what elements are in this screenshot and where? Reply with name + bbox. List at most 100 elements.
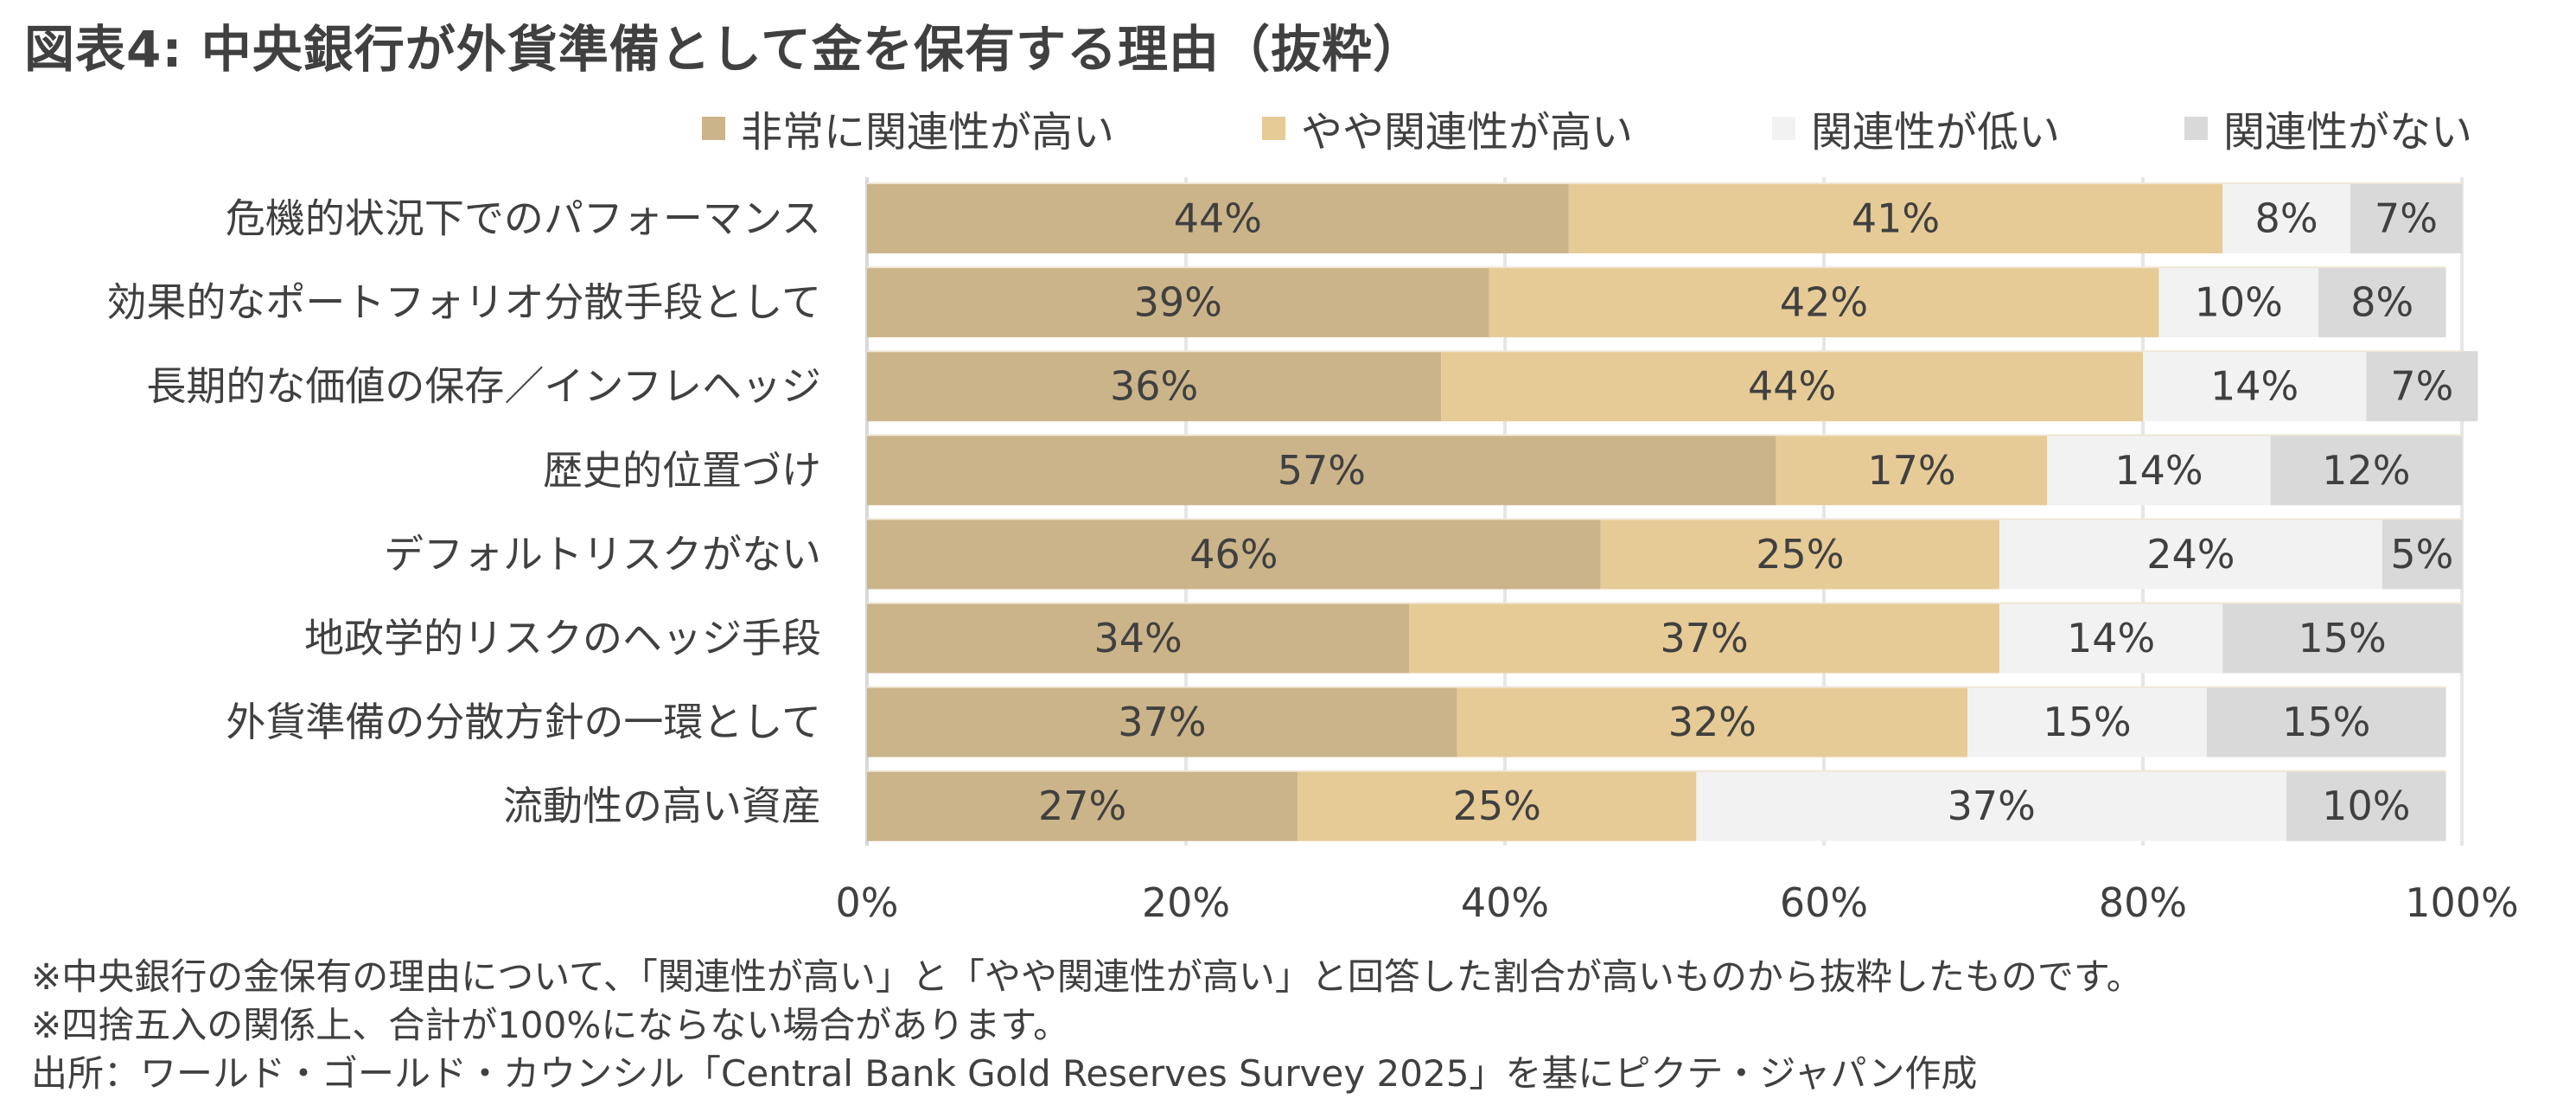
value-label: 57% [1278, 447, 1366, 494]
bars: 44% 41% 8% 7% 39% 42% 10% 8% 36% 44% 14% 7% 57% 17% 14… [867, 182, 2478, 841]
bar-segment [867, 183, 1569, 253]
bar-segment [1999, 603, 2223, 674]
value-label: 44% [1748, 363, 1836, 410]
bar-segment [1999, 519, 2382, 590]
bar-segment [1441, 351, 2143, 422]
value-label: 8% [2350, 279, 2413, 326]
x-tick-label: 60% [1780, 879, 1868, 926]
bar-segment [1967, 687, 2207, 757]
x-tick-label: 40% [1461, 879, 1549, 926]
value-label: 39% [1134, 279, 1222, 326]
value-label: 24% [2146, 531, 2235, 578]
bar-segment [1568, 183, 2223, 253]
footnote-source: 出所：ワールド・ゴールド・カウンシル「Central Bank Gold Res… [31, 1052, 1978, 1095]
value-label: 12% [2322, 447, 2410, 494]
bar-segment [2318, 267, 2446, 338]
category-label: 地政学的リスクのヘッジ手段 [304, 615, 821, 661]
value-label: 14% [2114, 447, 2203, 494]
value-label: 32% [1668, 699, 1757, 745]
value-label: 17% [1867, 447, 1955, 494]
category-label: 長期的な価値の保存／インフレヘッジ [146, 363, 821, 410]
value-label: 37% [1118, 699, 1206, 745]
bar-segment [2350, 183, 2462, 253]
bar-segment [867, 687, 1457, 757]
bar-segment [1298, 770, 1697, 841]
legend-swatch-low [1772, 116, 1795, 140]
chart-title: 図表4: 中央銀行が外貨準備として金を保有する理由（抜粋） [24, 20, 1425, 79]
category-labels: 危機的状況下でのパフォーマンス効果的なポートフォリオ分散手段として長期的な価値の… [106, 195, 821, 830]
bar-segment [2286, 770, 2446, 841]
bar-segment [867, 435, 1776, 506]
value-label: 37% [1661, 615, 1749, 661]
legend-item-none: 関連性がない [2184, 102, 2472, 157]
bar-segment [2270, 435, 2462, 506]
legend-label: やや関連性が高い [1301, 108, 1634, 157]
footnote-selection: ※中央銀行の金保有の理由について、「関連性が高い」と「やや関連性が高い」と回答し… [31, 955, 2143, 998]
x-tick-label: 80% [2099, 879, 2187, 926]
value-label: 15% [2043, 699, 2131, 745]
value-label: 41% [1852, 195, 1940, 242]
bar-segment [867, 267, 1489, 338]
bar-segment [1600, 519, 1999, 590]
footnotes: ※中央銀行の金保有の理由について、「関連性が高い」と「やや関連性が高い」と回答し… [31, 953, 2143, 1098]
legend-label: 関連性がない [2223, 108, 2473, 157]
value-label: 14% [2210, 363, 2299, 410]
bar-segment [2143, 351, 2367, 422]
category-label: 危機的状況下でのパフォーマンス [226, 195, 821, 242]
category-label: 歴史的位置づけ [543, 447, 821, 494]
value-label: 42% [1780, 279, 1868, 326]
bar-segment [1776, 435, 2048, 506]
value-label: 25% [1453, 783, 1541, 829]
bar-segment [867, 351, 1442, 422]
bar-segment [867, 770, 1298, 841]
value-label: 5% [2390, 531, 2453, 578]
footnote-rounding: ※四捨五入の関係上、合計が100%にならない場合があります。 [31, 1004, 1070, 1046]
x-tick-label: 20% [1142, 879, 1230, 926]
legend-swatch-somewhat-high [1262, 116, 1285, 140]
value-label: 27% [1038, 783, 1126, 829]
bar-segment [1409, 603, 1999, 674]
bar-segment [2206, 687, 2446, 757]
x-tick-labels: 0% 20% 40% 60% 80% 100% [836, 879, 2519, 926]
value-label: 10% [2322, 783, 2410, 829]
value-label: 8% [2255, 195, 2318, 242]
value-label: 37% [1948, 783, 2036, 829]
category-label: 外貨準備の分散方針の一環として [226, 699, 821, 745]
legend-swatch-none [2184, 116, 2208, 140]
value-label: 25% [1756, 531, 1844, 578]
value-label: 7% [2375, 195, 2438, 242]
bar-segment [1457, 687, 1968, 757]
legend-swatch-very-high [702, 116, 725, 140]
category-label: 効果的なポートフォリオ分散手段として [106, 279, 821, 326]
legend: 非常に関連性が高い やや関連性が高い 関連性が低い 関連性がない [0, 102, 2576, 157]
x-tick-label: 100% [2405, 879, 2519, 926]
bar-segment [2222, 603, 2462, 674]
bar-segment [2158, 267, 2318, 338]
value-label: 14% [2067, 615, 2155, 661]
bar-segment [867, 603, 1410, 674]
legend-label: 非常に関連性が高い [741, 108, 1115, 157]
value-label: 7% [2390, 363, 2453, 410]
legend-item-low: 関連性が低い [1772, 102, 2060, 157]
category-label: 流動性の高い資産 [503, 783, 821, 829]
bar-segment [1489, 267, 2159, 338]
legend-item-very-high: 非常に関連性が高い [702, 102, 1114, 157]
bar-segment [1696, 770, 2287, 841]
value-label: 10% [2195, 279, 2283, 326]
bar-segment [867, 519, 1601, 590]
bar-segment [2366, 351, 2478, 422]
value-label: 44% [1174, 195, 1262, 242]
value-label: 15% [2282, 699, 2370, 745]
bar-segment [2222, 183, 2350, 253]
value-label: 46% [1189, 531, 1278, 578]
value-label: 36% [1110, 363, 1198, 410]
legend-item-somewhat-high: やや関連性が高い [1262, 102, 1633, 157]
bar-segment [2382, 519, 2462, 590]
category-label: デフォルトリスクがない [384, 531, 821, 578]
value-label: 34% [1094, 615, 1183, 661]
x-tick-label: 0% [836, 879, 899, 926]
stacked-bar-chart: 44% 41% 8% 7% 39% 42% 10% 8% 36% 44% 14% 7% 57% 17% 14… [106, 177, 2519, 926]
legend-label: 関連性が低い [1811, 108, 2061, 157]
value-label: 15% [2299, 615, 2387, 661]
bar-segment [2047, 435, 2271, 506]
